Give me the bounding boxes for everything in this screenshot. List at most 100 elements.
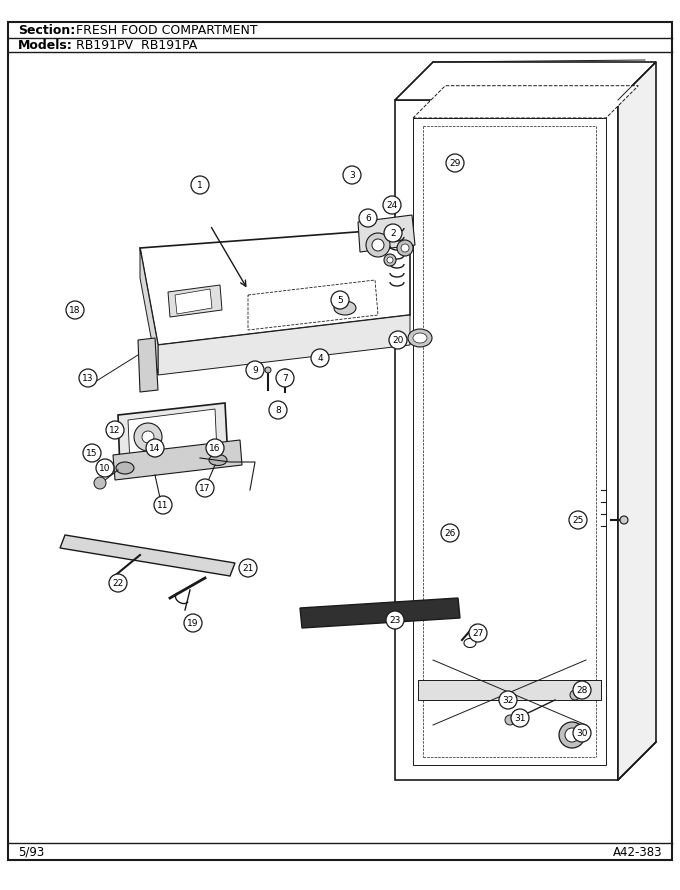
Text: 16: 16 (209, 443, 221, 452)
Polygon shape (300, 598, 460, 628)
Circle shape (200, 487, 208, 495)
Circle shape (372, 239, 384, 251)
Text: 25: 25 (573, 515, 583, 524)
Circle shape (441, 524, 459, 542)
Circle shape (83, 444, 101, 462)
Text: 24: 24 (386, 200, 398, 209)
Text: 30: 30 (576, 729, 588, 738)
Text: 17: 17 (199, 483, 211, 492)
Bar (413, 118, 606, 765)
Circle shape (191, 176, 209, 194)
Text: 6: 6 (365, 214, 371, 222)
Circle shape (383, 196, 401, 214)
Polygon shape (248, 280, 378, 330)
Text: 9: 9 (252, 366, 258, 375)
Polygon shape (60, 535, 235, 576)
Polygon shape (168, 285, 222, 317)
Circle shape (397, 240, 413, 256)
Ellipse shape (408, 329, 432, 347)
Text: 31: 31 (514, 714, 526, 723)
Circle shape (311, 349, 329, 367)
Text: FRESH FOOD COMPARTMENT: FRESH FOOD COMPARTMENT (68, 23, 258, 36)
Circle shape (573, 681, 591, 699)
Text: 8: 8 (275, 406, 281, 415)
Circle shape (106, 421, 124, 439)
Circle shape (196, 479, 214, 497)
Circle shape (184, 614, 202, 632)
Circle shape (384, 254, 396, 266)
Polygon shape (413, 85, 639, 118)
Ellipse shape (116, 462, 134, 474)
Circle shape (265, 367, 271, 373)
Circle shape (366, 233, 390, 257)
Circle shape (156, 498, 164, 506)
Circle shape (96, 459, 114, 477)
Text: 11: 11 (157, 500, 169, 509)
Circle shape (134, 423, 162, 451)
Polygon shape (158, 315, 410, 375)
Text: 2: 2 (390, 229, 396, 238)
Polygon shape (113, 440, 242, 480)
Circle shape (343, 166, 361, 184)
Text: 18: 18 (69, 305, 81, 314)
Text: 3: 3 (349, 171, 355, 180)
Circle shape (573, 724, 591, 742)
Circle shape (276, 369, 294, 387)
Circle shape (79, 369, 97, 387)
Polygon shape (618, 62, 656, 780)
Text: Models:: Models: (18, 38, 73, 52)
Circle shape (146, 439, 164, 457)
Circle shape (109, 574, 127, 592)
Text: 29: 29 (449, 158, 460, 167)
Text: 10: 10 (99, 464, 111, 473)
Text: 4: 4 (317, 353, 323, 362)
Circle shape (239, 559, 257, 577)
Text: Section:: Section: (18, 23, 75, 36)
Circle shape (246, 361, 264, 379)
Text: 1: 1 (197, 181, 203, 190)
Ellipse shape (413, 333, 427, 343)
Text: 32: 32 (503, 695, 513, 705)
Ellipse shape (209, 455, 227, 465)
Circle shape (331, 291, 349, 309)
Circle shape (359, 209, 377, 227)
Text: RB191PV  RB191PA: RB191PV RB191PA (68, 38, 197, 52)
Circle shape (66, 301, 84, 319)
Text: 19: 19 (187, 619, 199, 627)
Circle shape (620, 516, 628, 524)
Circle shape (142, 431, 154, 443)
Text: 26: 26 (444, 529, 456, 538)
Text: 13: 13 (82, 374, 94, 383)
Circle shape (94, 477, 106, 489)
Circle shape (384, 224, 402, 242)
Text: A42-383: A42-383 (613, 846, 662, 859)
Circle shape (559, 722, 585, 748)
Circle shape (499, 691, 517, 709)
Circle shape (446, 154, 464, 172)
Polygon shape (118, 403, 228, 472)
Text: 22: 22 (112, 578, 124, 587)
Circle shape (565, 728, 579, 742)
Text: 7: 7 (282, 374, 288, 383)
Text: 21: 21 (242, 563, 254, 572)
Polygon shape (418, 680, 601, 700)
Ellipse shape (334, 301, 356, 315)
Text: 28: 28 (577, 685, 588, 694)
Circle shape (570, 690, 580, 700)
Circle shape (569, 511, 587, 529)
Circle shape (154, 496, 172, 514)
Text: 15: 15 (86, 449, 98, 457)
Circle shape (389, 331, 407, 349)
Circle shape (469, 624, 487, 642)
Text: 23: 23 (390, 616, 401, 625)
Polygon shape (395, 62, 656, 100)
Circle shape (387, 257, 393, 263)
Circle shape (206, 439, 224, 457)
Circle shape (401, 244, 409, 252)
Text: 27: 27 (473, 628, 483, 637)
Text: 14: 14 (150, 443, 160, 452)
Polygon shape (175, 289, 212, 314)
Text: 20: 20 (392, 336, 404, 344)
Text: 5/93: 5/93 (18, 846, 44, 859)
Polygon shape (358, 215, 415, 252)
